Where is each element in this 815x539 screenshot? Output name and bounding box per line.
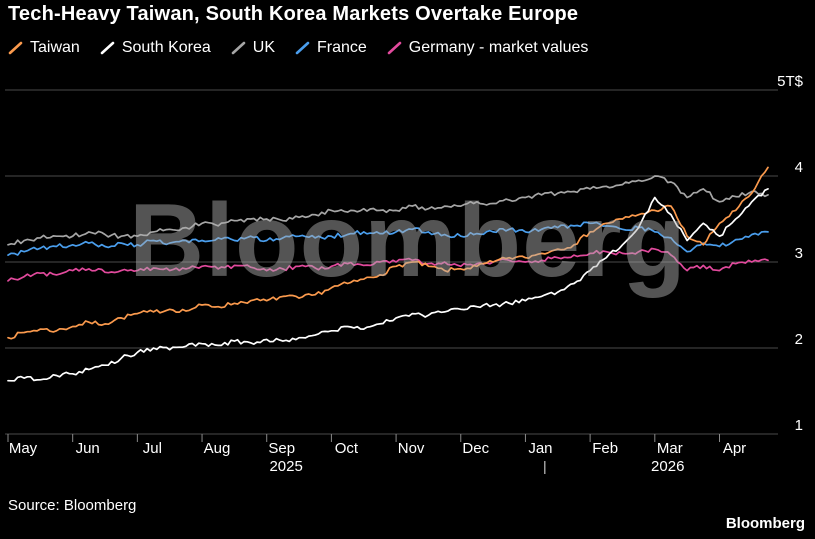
series-line-taiwan [7,166,769,340]
legend-item-label: UK [252,39,275,56]
source-credit: Source: Bloomberg [8,497,137,514]
x-axis-label: Jun [75,440,100,457]
x-axis-label: Feb [592,440,619,457]
x-axis-label: Dec [462,440,490,457]
legend-item-germany: Germany - market values [387,39,589,57]
x-axis-label: Sep [268,440,296,457]
bloomberg-logo: Bloomberg [725,515,805,532]
series-line-germany [7,247,769,282]
x-axis-label: Jan [528,440,553,457]
x-axis-label: Mar [656,440,683,457]
legend-item-france: France [295,39,367,57]
legend-item-label: South Korea [121,39,211,56]
chart-title: Tech-Heavy Taiwan, South Korea Markets O… [8,3,579,25]
year-divider: | [543,458,547,474]
x-axis-label: Apr [722,440,747,457]
legend-item-label: Taiwan [30,39,80,56]
series-line-south-korea [7,188,769,382]
x-axis-label: Nov [397,440,425,457]
legend-item-taiwan: Taiwan [8,39,80,57]
y-axis-label: 1 [794,417,803,434]
x-axis-label: Jul [142,440,162,457]
legend-marker-icon [100,41,115,55]
legend-item-south-korea: South Korea [100,39,211,57]
year-label: 2026 [651,458,685,475]
legend-marker-icon [231,41,246,55]
x-axis-label: May [8,440,38,457]
legend-item-uk: UK [231,39,275,57]
legend-item-label: Germany - market values [408,39,589,56]
legend-marker-icon [8,41,23,55]
plot-area [5,89,778,442]
series-line-france [7,221,769,256]
x-axis-label: Oct [334,440,359,457]
series-line-uk [7,175,769,246]
y-axis-label: 5T$ [777,73,803,90]
y-axis-label: 2 [794,331,803,348]
legend-marker-icon [387,41,402,55]
x-axis-label: Aug [203,440,231,457]
legend-marker-icon [295,41,310,55]
year-label: 2025 [269,458,303,475]
legend: Taiwan South Korea UK France Germany - marke… [8,39,588,57]
y-axis-label: 3 [794,245,803,262]
legend-item-label: France [317,39,367,56]
y-axis-label: 4 [794,159,803,176]
